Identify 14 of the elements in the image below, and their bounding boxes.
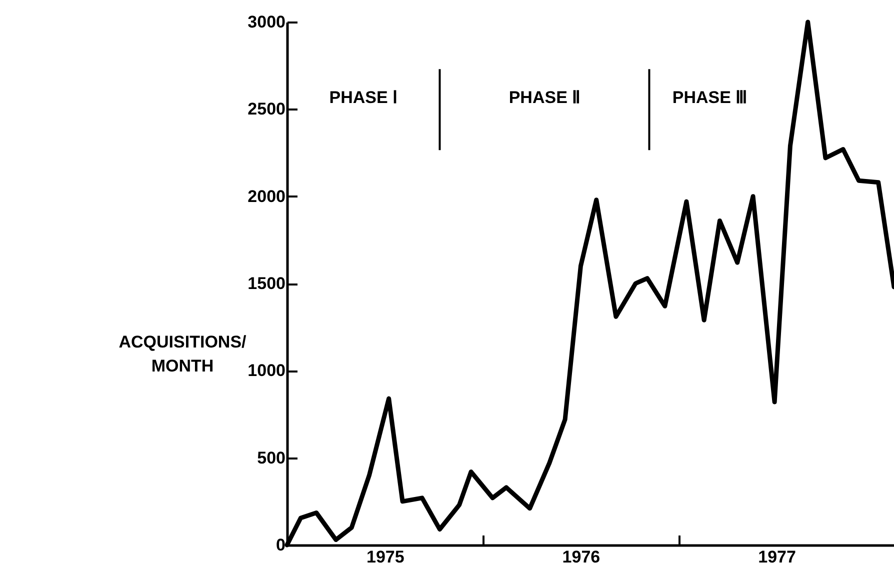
annotation: PHASE Ⅲ (672, 88, 748, 107)
y-tick-label: 2000 (248, 186, 286, 206)
y-axis-title: ACQUISITIONS/ MONTH (118, 332, 247, 376)
x-tick-label: 1976 (562, 548, 600, 566)
y-tick-label: 1000 (248, 361, 286, 380)
y-tick-label: 0 (276, 536, 286, 554)
x-tick-label: 1975 (366, 548, 404, 566)
y-tick-label: 500 (257, 448, 286, 468)
y-tick-label: 1500 (248, 274, 286, 293)
y-tick-label: 2500 (248, 100, 286, 119)
y-tick-label: 3000 (248, 12, 286, 32)
annotation: PHASE Ⅱ (508, 88, 580, 107)
x-tick-label: 1977 (758, 548, 796, 566)
annotation: PHASE Ⅰ (329, 88, 398, 107)
